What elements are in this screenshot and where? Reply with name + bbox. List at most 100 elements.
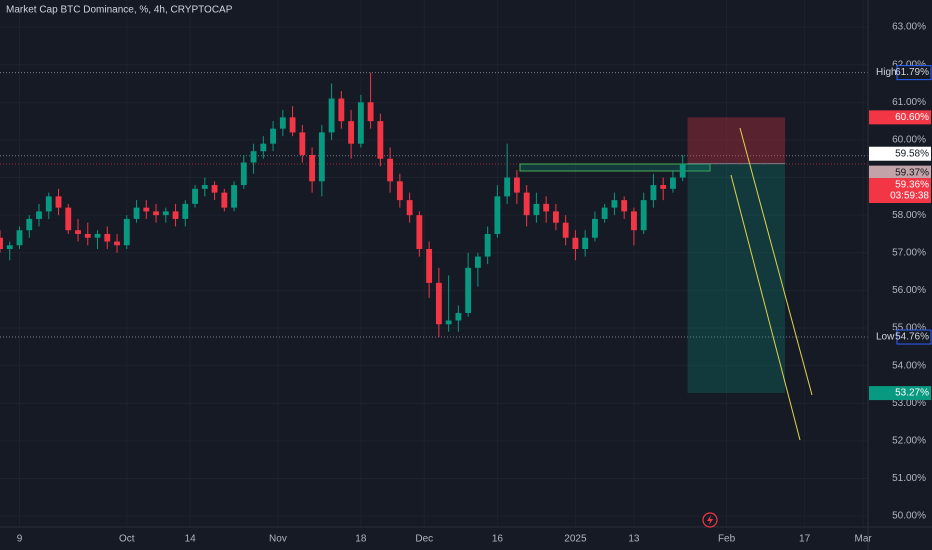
candle-body [562,222,569,238]
axes: 50.00% 51.00% 52.00% 53.00% 54.00% 55.00% 56.0… [17,22,932,545]
price-badge-label: 59.58% [895,148,929,159]
price-badge [869,165,931,180]
x-tick-label: 14 [185,534,197,545]
chart-title: Market Cap BTC Dominance, %, 4h, CRYPTOC… [6,5,233,16]
y-tick-label: 63.00% [892,22,926,33]
x-tick-label: Dec [415,534,433,545]
price-badge [869,110,931,125]
candle-body [250,151,257,163]
resistance-zone [519,163,711,172]
trend-line [739,127,813,396]
price-badge [869,146,931,161]
candle-body [289,117,296,133]
y-tick-label: 56.00% [892,285,926,296]
candle-body [45,196,52,212]
candle-body [240,162,247,186]
candle-body [474,256,481,268]
candle-body [55,196,62,208]
candle-body [396,181,403,201]
price-badge-label: 59.36% [895,180,929,191]
x-tick-label: Mar [855,534,873,545]
candle-body [601,207,608,219]
candle-body [543,203,550,212]
candles [0,72,686,338]
price-badge [869,178,931,193]
candle-body [367,102,374,122]
extreme-name-box [869,330,897,345]
candle-body [162,211,169,216]
price-badge [869,189,931,204]
candle-body [270,128,277,144]
candle-body [552,211,559,223]
candle-body [484,233,491,257]
candle-body [435,282,442,325]
candle-body [182,203,189,219]
candle-body [591,218,598,238]
candle-body [494,196,501,234]
stop-zone [687,117,786,164]
y-tick-label: 53.00% [892,398,926,409]
candle-body [0,237,3,250]
price-badge [869,386,931,401]
candle-body [75,230,81,234]
extreme-name: Low [876,332,895,343]
price-badge-label: 53.27% [895,388,929,399]
price-badge-label: 59.37% [895,167,929,178]
candle-body [201,185,208,189]
price-badge-label: 03:59:38 [890,191,929,202]
candle-body [650,185,657,201]
candle-body [611,200,618,208]
candle-body [406,200,413,216]
x-tick-label: 13 [628,534,640,545]
extreme-name: High [876,67,897,78]
y-tick-label: 55.00% [892,323,926,334]
candle-body [114,241,120,246]
candle-body [221,192,228,208]
candle-body [153,211,159,216]
candle-body [338,98,345,122]
x-tick-label: 17 [799,534,811,545]
candle-body [260,143,267,152]
candle-body [377,121,384,159]
candle-body [582,237,589,250]
x-tick-label: 9 [17,534,23,545]
y-tick-label: 62.00% [892,59,926,70]
extreme-value: 54.76% [895,332,929,343]
candle-body [84,233,91,238]
x-tick-label: Oct [119,534,135,545]
candle-body [504,177,511,197]
y-tick-label: 61.00% [892,97,926,108]
candle-body [670,177,676,189]
candle-body [318,132,325,182]
candle-body [348,121,355,144]
candle-body [572,237,579,250]
candle-body [65,207,72,231]
candle-body [533,203,540,216]
target-zone [687,163,786,394]
candle-body [6,245,13,250]
candle-body [192,188,198,204]
candle-body [94,233,101,238]
candle-body [523,192,530,216]
y-tick-label: 60.00% [892,135,926,146]
candle-body [445,320,452,325]
candle-body [513,177,520,193]
x-tick-label: 18 [355,534,367,545]
y-tick-label: 58.00% [892,210,926,221]
x-tick-label: 2025 [564,534,587,545]
candle-body [104,233,111,242]
candle-body [231,185,237,208]
x-tick-label: Nov [269,534,287,545]
candle-body [621,200,628,212]
candle-body [465,267,472,313]
candle-body [172,211,179,219]
replay-icon[interactable] [702,512,718,528]
extreme-name-box [869,65,897,80]
candle-body [36,211,42,219]
candle-body [123,218,130,246]
candle-body [328,98,335,133]
candle-body [26,218,33,231]
candle-body [357,102,364,144]
trend-line [730,174,801,441]
